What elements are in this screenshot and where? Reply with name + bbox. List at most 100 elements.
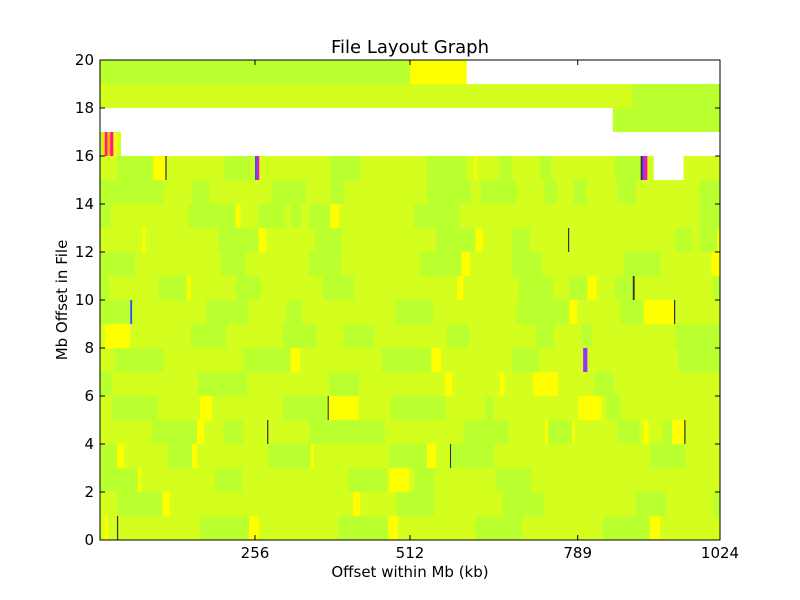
- extent-block: [647, 156, 654, 180]
- extent-block: [290, 204, 302, 228]
- extent-block: [511, 252, 543, 276]
- extent-block: [643, 300, 675, 324]
- extent-block: [620, 300, 645, 324]
- extent-block: [531, 468, 721, 492]
- extent-block: [112, 396, 158, 420]
- extent-block: [215, 468, 243, 492]
- extent-block: [511, 348, 540, 372]
- extent-block: [247, 372, 330, 396]
- extent-block: [434, 468, 496, 492]
- extent-block: [100, 252, 136, 276]
- extent-block: [529, 228, 569, 252]
- extent-block: [504, 372, 534, 396]
- extent-block: [601, 396, 607, 420]
- extent-block: [545, 420, 549, 444]
- extent-block: [163, 180, 193, 204]
- extent-block: [337, 516, 389, 540]
- y-axis: 0 2 4 6 8 10 12 14 16 18 20: [75, 51, 720, 549]
- extent-block: [395, 300, 434, 324]
- extent-block: [100, 276, 110, 300]
- extent-block: [413, 204, 461, 228]
- extent-block: [684, 444, 721, 468]
- y-tick-label: 8: [84, 339, 94, 357]
- extent-block: [592, 324, 676, 348]
- extent-block: [649, 516, 661, 540]
- extent-block: [245, 252, 310, 276]
- extent-block: [100, 324, 106, 348]
- extent-block: [205, 300, 249, 324]
- extent-block: [130, 324, 192, 348]
- chart-title: File Layout Graph: [331, 37, 489, 58]
- extent-block: [308, 252, 342, 276]
- extent-block: [256, 156, 259, 180]
- extent-block: [614, 156, 642, 180]
- extent-block: [499, 156, 513, 180]
- extent-block: [620, 396, 721, 420]
- extent-block: [544, 180, 558, 204]
- extent-block: [532, 372, 559, 396]
- extent-block: [104, 516, 109, 540]
- extent-block: [675, 228, 692, 252]
- extent-block: [290, 348, 301, 372]
- extent-block: [100, 348, 116, 372]
- extent-block: [419, 252, 462, 276]
- extent-block: [581, 324, 593, 348]
- extent-block: [196, 444, 269, 468]
- extent-block: [330, 156, 361, 180]
- extent-block: [569, 276, 588, 300]
- extent-block: [635, 492, 667, 516]
- extent-block: [305, 180, 331, 204]
- extent-block: [578, 396, 602, 420]
- y-tick-label: 10: [75, 291, 94, 309]
- extent-block: [414, 468, 436, 492]
- extent-block: [158, 276, 187, 300]
- extent-block: [198, 372, 248, 396]
- extent-block: [614, 276, 634, 300]
- extent-block: [141, 468, 216, 492]
- extent-block: [459, 204, 700, 228]
- extent-block: [516, 180, 545, 204]
- x-tick-label: 512: [396, 544, 425, 562]
- extent-block: [434, 492, 504, 516]
- extent-block: [449, 444, 452, 468]
- y-tick-label: 18: [75, 99, 94, 117]
- y-tick-label: 0: [84, 531, 94, 549]
- extent-block: [343, 324, 375, 348]
- extent-block: [157, 396, 201, 420]
- extent-block: [649, 444, 686, 468]
- extent-block: [712, 276, 721, 300]
- extent-block: [699, 204, 721, 228]
- extent-block: [557, 180, 574, 204]
- extent-block: [540, 156, 552, 180]
- extent-block: [359, 372, 446, 396]
- extent-block: [235, 204, 241, 228]
- extent-block: [569, 300, 578, 324]
- extent-block: [535, 324, 555, 348]
- extent-block: [548, 420, 573, 444]
- extent-block: [541, 252, 625, 276]
- extent-block: [282, 396, 329, 420]
- extent-block: [116, 444, 125, 468]
- extent-block: [469, 252, 513, 276]
- extent-block: [426, 444, 437, 468]
- extent-block: [446, 324, 470, 348]
- extent-block: [204, 420, 225, 444]
- extent-block: [683, 156, 721, 180]
- extent-block: [586, 180, 619, 204]
- extent-block: [186, 276, 192, 300]
- y-tick-label: 14: [75, 195, 94, 213]
- extent-block: [699, 228, 718, 252]
- extent-block: [102, 132, 106, 156]
- extent-block: [617, 420, 640, 444]
- extent-block: [301, 300, 396, 324]
- extent-block: [268, 420, 310, 444]
- extent-block: [100, 156, 118, 180]
- extent-block: [660, 252, 712, 276]
- extent-block: [388, 516, 399, 540]
- extent-block: [145, 228, 219, 252]
- extent-block: [190, 324, 227, 348]
- extent-block: [267, 420, 269, 444]
- extent-block: [259, 156, 331, 180]
- extent-block: [552, 276, 570, 300]
- extent-block: [344, 180, 428, 204]
